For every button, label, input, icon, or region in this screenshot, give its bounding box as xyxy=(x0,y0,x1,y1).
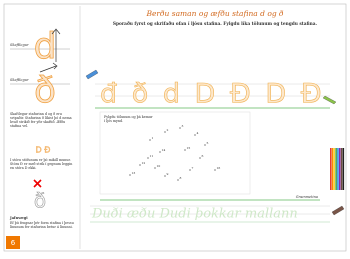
letters-row: đ ð d D Ð D Ð xyxy=(100,79,325,110)
dot xyxy=(177,179,178,180)
text-block: Ef þú fengnar þér form stafina í þessu l… xyxy=(10,221,76,235)
paragraph: Í stóru stöfunum er þó mikill munur. Stó… xyxy=(10,158,76,170)
dot-number: 16 xyxy=(217,166,221,170)
crayon xyxy=(330,148,332,190)
dot xyxy=(154,167,155,168)
text-block: Í stóru stöfunum er þó mikill munur. Stó… xyxy=(10,158,76,180)
paragraph: Ef þú fengnar þér form stafina í þessu l… xyxy=(10,221,76,229)
paragraph: Skaftlegur stafurinn d og ð eru svipaðir… xyxy=(10,112,76,128)
dot xyxy=(164,175,165,176)
subtitle: Sporaðu fyrst og skrifaðu ofan í ljósu s… xyxy=(113,22,318,27)
page-number: 6 xyxy=(11,239,16,247)
title: Berðu saman og æfðu stafina d og ð xyxy=(145,9,284,18)
dot xyxy=(214,169,215,170)
dot-number: 8 xyxy=(180,176,182,180)
label: Skaftlegur xyxy=(10,43,29,47)
dot-number: 13 xyxy=(132,171,136,175)
dot-number: 5 xyxy=(207,141,209,145)
page: Berðu saman og æfðu stafina d og ð Spora… xyxy=(0,0,350,255)
dot-number: 3 xyxy=(182,124,184,128)
dot xyxy=(179,127,180,128)
dot-number: 7 xyxy=(192,166,194,170)
dot xyxy=(129,174,130,175)
crayon xyxy=(343,148,345,190)
text-block: Fylgdu tölunum og þá kemur í ljós mynd. xyxy=(104,115,154,127)
capitals: D Ð xyxy=(36,146,51,155)
heading: Jafnvægi xyxy=(9,216,28,220)
dot-number: 12 xyxy=(142,161,146,165)
big-letter: d xyxy=(34,26,57,67)
crayon xyxy=(334,148,336,190)
dot xyxy=(139,164,140,165)
dot xyxy=(194,134,195,135)
dot-number: 9 xyxy=(167,172,169,176)
instruction: Fylgdu tölunum og þá kemur í ljós mynd. xyxy=(104,115,154,123)
text-block: Skaftlegur stafurinn d og ð eru svipaðir… xyxy=(10,112,76,140)
practice-text: Duði æðu Dudi þokkar mallann xyxy=(91,207,298,222)
crayon xyxy=(337,148,339,190)
dot xyxy=(184,149,185,150)
crayon xyxy=(335,148,337,190)
dot-number: 6 xyxy=(202,154,204,158)
dot xyxy=(164,131,165,132)
dot xyxy=(204,144,205,145)
dot-number: 10 xyxy=(157,164,161,168)
dot xyxy=(199,157,200,158)
dot-number: 4 xyxy=(197,131,199,135)
crayon xyxy=(332,148,334,190)
crayon xyxy=(339,148,341,190)
dot-number: 11 xyxy=(150,154,154,158)
dot-number: 15 xyxy=(187,146,191,150)
big-letter: ð xyxy=(34,70,56,111)
line-label: Grænmetina xyxy=(296,195,318,199)
dot xyxy=(189,169,190,170)
dot-number: 14 xyxy=(162,148,166,152)
dot xyxy=(149,139,150,140)
dot-number: 2 xyxy=(167,128,169,132)
label: Skaftlegur xyxy=(10,78,29,82)
dot xyxy=(159,151,160,152)
dot-number: 1 xyxy=(152,136,154,140)
wrong-letter: ð xyxy=(34,189,46,213)
crayon xyxy=(341,148,343,190)
dot xyxy=(147,157,148,158)
